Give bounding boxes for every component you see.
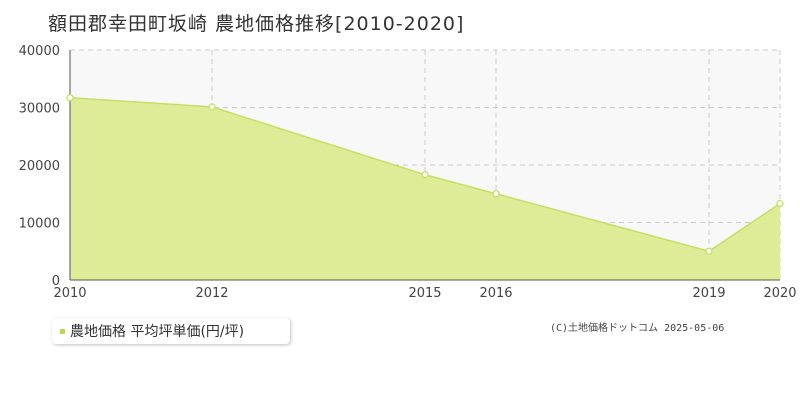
data-point (421, 171, 429, 179)
x-tick-label: 2015 (408, 286, 441, 300)
x-tick-label: 2020 (763, 286, 796, 300)
chart-title: 額田郡幸田町坂崎 農地価格推移[2010-2020] (48, 13, 465, 35)
legend-swatch-icon (60, 328, 65, 334)
y-tick-label: 40000 (19, 44, 60, 59)
data-point (208, 103, 216, 111)
y-tick-label: 0 (52, 274, 60, 289)
area-chart: 0 10000 20000 30000 40000 2010 2012 2015 2016 201… (19, 44, 797, 300)
data-point (66, 94, 74, 102)
x-tick-label: 2012 (195, 286, 228, 300)
x-tick-label: 2019 (692, 286, 725, 300)
x-tick-label: 2016 (479, 286, 512, 300)
data-point (776, 199, 784, 208)
legend-label: 農地価格 平均坪単価(円/坪) (70, 324, 245, 340)
data-markers (66, 94, 784, 255)
area-series (69, 96, 781, 280)
y-tick-label: 10000 (19, 217, 60, 232)
series-line (69, 96, 781, 253)
axes (69, 50, 780, 281)
copyright-notice: (C)土地価格ドットコム 2025-05-06 (550, 323, 725, 334)
data-point (705, 247, 713, 255)
tick-labels: 0 10000 20000 30000 40000 2010 2012 2015 2016 201… (19, 44, 797, 300)
area-fill (70, 97, 780, 280)
legend: 農地価格 平均坪単価(円/坪) (52, 318, 290, 344)
y-tick-label: 30000 (19, 102, 60, 117)
x-tick-label: 2010 (53, 286, 86, 300)
y-tick-label: 20000 (19, 159, 60, 174)
data-point (492, 190, 500, 198)
